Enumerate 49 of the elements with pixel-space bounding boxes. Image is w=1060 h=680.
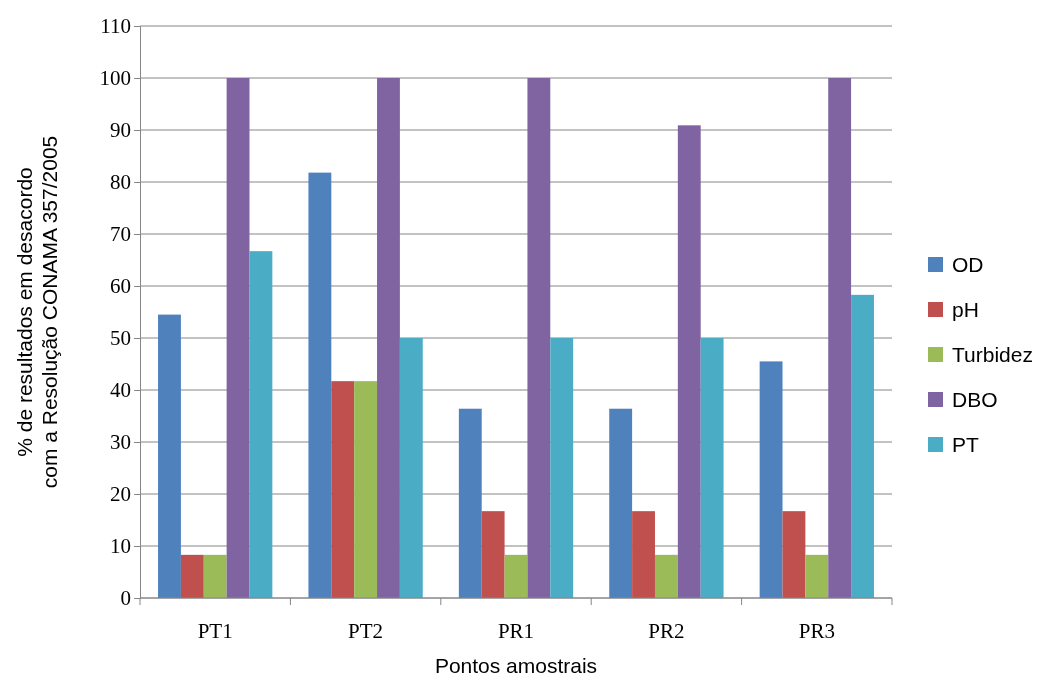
y-tick-label: 110 — [100, 14, 131, 39]
y-tick-label: 10 — [110, 534, 131, 559]
y-tick-label: 20 — [110, 482, 131, 507]
bar — [249, 251, 273, 598]
y-tick-label: 40 — [110, 378, 131, 403]
bar — [180, 554, 204, 598]
bar — [377, 78, 400, 598]
x-tick-label: PT1 — [197, 619, 233, 643]
bar — [458, 408, 482, 598]
x-axis-title: Pontos amostrais — [434, 654, 598, 677]
bar — [354, 381, 378, 598]
legend-label: DBO — [952, 388, 998, 411]
x-tick-label: PR3 — [798, 619, 835, 643]
y-tick-label: 90 — [110, 118, 131, 143]
bar — [158, 314, 181, 598]
bar — [550, 338, 574, 598]
bar — [759, 361, 783, 598]
bar — [805, 554, 829, 598]
y-tick-label: 50 — [110, 326, 131, 351]
y-tick-label: 0 — [120, 586, 131, 611]
legend-label: pH — [952, 298, 979, 321]
bar — [609, 408, 633, 598]
bar — [527, 78, 551, 598]
y-tick-label: 60 — [110, 274, 131, 299]
bar — [481, 511, 505, 598]
bar — [782, 511, 806, 598]
legend-label: PT — [952, 433, 980, 456]
x-tick-label: PR2 — [648, 619, 685, 643]
bar — [226, 78, 250, 598]
y-tick-label: 80 — [110, 170, 131, 195]
bar — [399, 338, 423, 598]
legend-label: OD — [952, 253, 984, 276]
y-tick-label: 30 — [110, 430, 131, 455]
bar — [700, 338, 724, 598]
x-tick-label: PT2 — [348, 619, 384, 643]
bar — [203, 554, 227, 598]
bar — [677, 125, 701, 598]
bar — [828, 78, 852, 598]
bar — [308, 172, 332, 598]
bar — [654, 554, 678, 598]
bar — [632, 511, 655, 598]
bar — [504, 554, 528, 598]
legend-label: Turbidez — [952, 343, 1033, 366]
y-axis-title: % de resultados em desacordo com a Resolução CONAMA 357/2005 — [13, 135, 61, 489]
x-tick-label: PR1 — [497, 619, 535, 643]
y-tick-label: 100 — [99, 66, 131, 91]
bar — [331, 381, 355, 598]
y-tick-label: 70 — [110, 222, 131, 247]
bar — [851, 294, 874, 598]
